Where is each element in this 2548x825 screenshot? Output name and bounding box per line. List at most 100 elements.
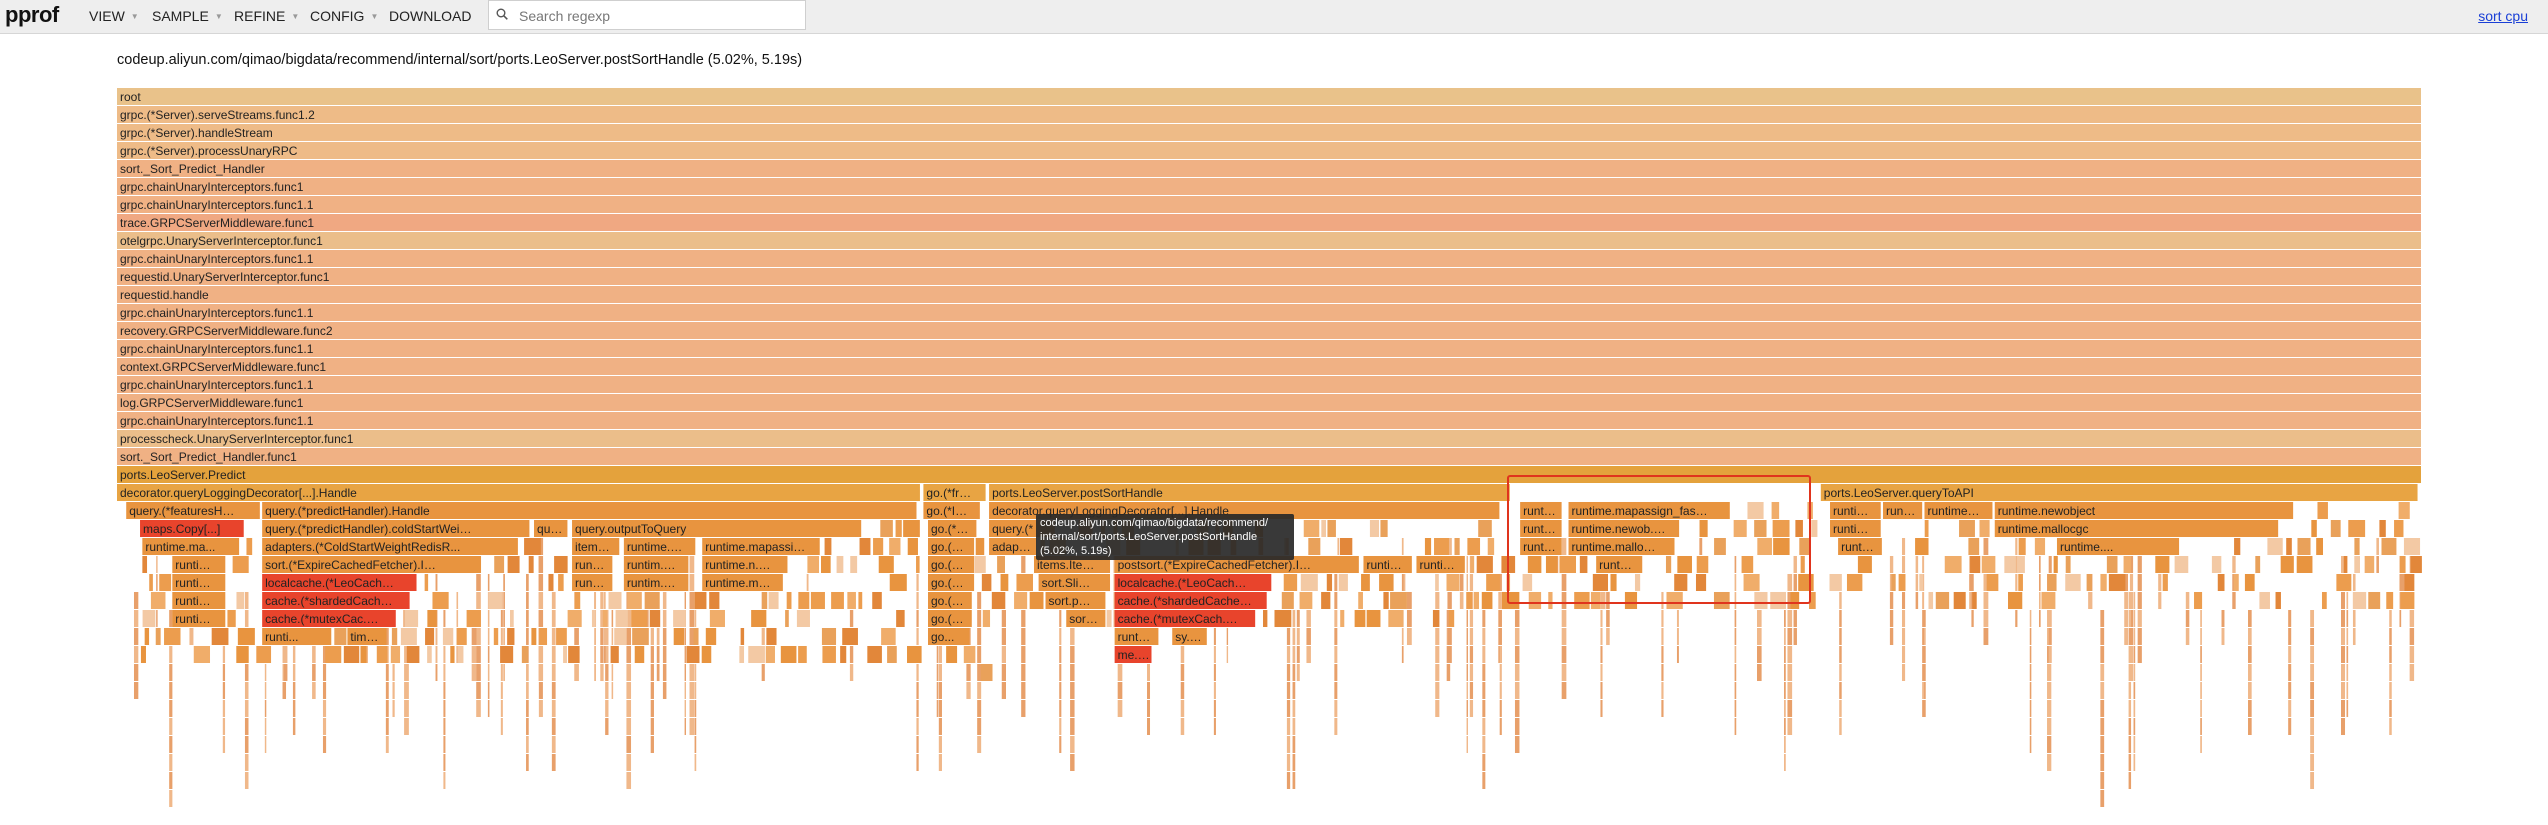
flame-frame-unlabeled[interactable]: [2048, 556, 2052, 573]
flame-frame-unlabeled[interactable]: [1901, 574, 1906, 591]
flame-frame-unlabeled[interactable]: [2017, 556, 2025, 573]
flame-frame-unlabeled[interactable]: [903, 520, 920, 537]
flame-frame-unlabeled[interactable]: [889, 574, 907, 591]
flame-frame-unlabeled[interactable]: [1070, 700, 1075, 717]
flame-frame-unlabeled[interactable]: [1286, 736, 1291, 753]
flame-frame-unlabeled[interactable]: [1470, 556, 1475, 573]
flame-frame-unlabeled[interactable]: [762, 592, 768, 609]
flame-frame-unlabeled[interactable]: [977, 646, 982, 663]
flame-frame-unlabeled[interactable]: [1306, 646, 1311, 663]
flame-frame-unlabeled[interactable]: [1147, 718, 1151, 735]
flame-frame-unlabeled[interactable]: [2048, 646, 2052, 663]
config-menu[interactable]: CONFIG ▼: [310, 0, 378, 33]
flame-frame-unlabeled[interactable]: [1029, 592, 1044, 609]
flame-frame-unlabeled[interactable]: [1514, 646, 1520, 663]
flame-frame-unlabeled[interactable]: [889, 538, 901, 555]
flame-frame-unlabeled[interactable]: [471, 646, 477, 663]
stack-frame-bar[interactable]: [117, 376, 2421, 393]
flame-frame-unlabeled[interactable]: [244, 736, 249, 753]
flame-frame-unlabeled[interactable]: [2389, 664, 2392, 681]
stack-frame-bar[interactable]: [117, 178, 2421, 195]
flame-frame-unlabeled[interactable]: [1334, 592, 1338, 609]
stack-frame-bar[interactable]: [117, 88, 2421, 105]
flame-frame-unlabeled[interactable]: [2409, 610, 2415, 627]
flame-frame-unlabeled[interactable]: [526, 592, 529, 609]
flame-frame-unlabeled[interactable]: [1263, 610, 1268, 627]
flame-frame-unlabeled[interactable]: [1334, 664, 1338, 681]
flame-frame-unlabeled[interactable]: [982, 610, 991, 627]
flame-frame-unlabeled[interactable]: [686, 646, 700, 663]
flame-frame-unlabeled[interactable]: [244, 700, 249, 717]
flame-frame-unlabeled[interactable]: [222, 610, 226, 627]
flame-frame[interactable]: go.(*…: [928, 520, 977, 537]
flame-frame-unlabeled[interactable]: [1406, 610, 1412, 627]
flame-frame-unlabeled[interactable]: [526, 736, 529, 753]
flame-frame-unlabeled[interactable]: [2248, 610, 2252, 627]
flame-frame-unlabeled[interactable]: [2100, 574, 2107, 591]
flame-frame-unlabeled[interactable]: [1000, 574, 1004, 591]
flame-frame-unlabeled[interactable]: [2088, 592, 2093, 609]
flame-frame-unlabeled[interactable]: [283, 664, 288, 681]
flame-frame[interactable]: sy.…: [1172, 628, 1207, 645]
flame-frame[interactable]: qu…: [534, 520, 568, 537]
flame-frame-unlabeled[interactable]: [689, 718, 695, 735]
flame-frame-unlabeled[interactable]: [2100, 664, 2105, 681]
flame-frame-unlabeled[interactable]: [2341, 664, 2346, 681]
flame-frame-unlabeled[interactable]: [605, 610, 609, 627]
flame-frame-unlabeled[interactable]: [1839, 718, 1842, 735]
flame-frame[interactable]: go.(…: [928, 610, 972, 627]
flame-frame-unlabeled[interactable]: [1021, 682, 1026, 699]
flame-frame-unlabeled[interactable]: [435, 628, 438, 645]
flame-frame-unlabeled[interactable]: [292, 664, 296, 681]
flame-frame-unlabeled[interactable]: [2310, 628, 2315, 645]
flame-frame-unlabeled[interactable]: [1839, 574, 1842, 591]
flame-frame-unlabeled[interactable]: [611, 646, 614, 663]
flame-frame-unlabeled[interactable]: [2038, 556, 2041, 573]
flame-frame-unlabeled[interactable]: [1401, 610, 1404, 627]
flame-frame-unlabeled[interactable]: [1600, 700, 1603, 717]
flame-frame-unlabeled[interactable]: [1661, 682, 1664, 699]
flame-frame-unlabeled[interactable]: [2354, 538, 2360, 555]
flame-frame-unlabeled[interactable]: [2100, 610, 2105, 627]
flame-frame-unlabeled[interactable]: [1922, 556, 1925, 573]
flame-frame-unlabeled[interactable]: [684, 610, 686, 627]
flame-frame-unlabeled[interactable]: [169, 682, 173, 699]
flame-frame-unlabeled[interactable]: [551, 664, 556, 681]
flame-frame-unlabeled[interactable]: [383, 628, 388, 645]
flame-frame-unlabeled[interactable]: [1321, 592, 1331, 609]
flame-frame-unlabeled[interactable]: [694, 646, 697, 663]
flame-frame-unlabeled[interactable]: [2129, 610, 2134, 627]
flame-frame-unlabeled[interactable]: [916, 628, 919, 645]
flame-frame-unlabeled[interactable]: [2341, 628, 2346, 645]
flame-frame-unlabeled[interactable]: [936, 646, 939, 663]
flame-frame-unlabeled[interactable]: [806, 574, 809, 591]
flame-frame-unlabeled[interactable]: [1839, 628, 1842, 645]
flame-frame-unlabeled[interactable]: [432, 592, 449, 609]
flame-frame-unlabeled[interactable]: [1469, 610, 1474, 627]
flame-frame-unlabeled[interactable]: [709, 592, 720, 609]
flame-frame-unlabeled[interactable]: [142, 610, 156, 627]
flame-frame-unlabeled[interactable]: [981, 574, 992, 591]
flame-frame-unlabeled[interactable]: [1106, 610, 1112, 627]
flame-frame-unlabeled[interactable]: [907, 538, 918, 555]
flame-frame-unlabeled[interactable]: [2403, 538, 2421, 555]
flame-frame-unlabeled[interactable]: [1059, 682, 1062, 699]
flame-frame-unlabeled[interactable]: [133, 682, 139, 699]
flame-frame-unlabeled[interactable]: [307, 628, 310, 645]
flame-frame-unlabeled[interactable]: [907, 646, 922, 663]
flame-frame-unlabeled[interactable]: [222, 664, 226, 681]
flame-frame-unlabeled[interactable]: [1292, 718, 1296, 735]
flame-frame-unlabeled[interactable]: [626, 592, 632, 609]
flame-frame-unlabeled[interactable]: [392, 646, 395, 663]
flame-frame-unlabeled[interactable]: [1147, 700, 1151, 717]
flame-frame-unlabeled[interactable]: [610, 646, 619, 663]
flame-frame-unlabeled[interactable]: [684, 718, 686, 735]
flame-frame-unlabeled[interactable]: [1337, 538, 1340, 555]
flame-frame-unlabeled[interactable]: [1292, 772, 1296, 789]
flame-frame-unlabeled[interactable]: [232, 556, 249, 573]
flame-frame-unlabeled[interactable]: [282, 646, 287, 663]
flame-frame-unlabeled[interactable]: [594, 664, 597, 681]
flame-frame-unlabeled[interactable]: [2015, 610, 2018, 627]
flame-frame-unlabeled[interactable]: [2128, 700, 2132, 717]
flame-frame-unlabeled[interactable]: [822, 646, 836, 663]
